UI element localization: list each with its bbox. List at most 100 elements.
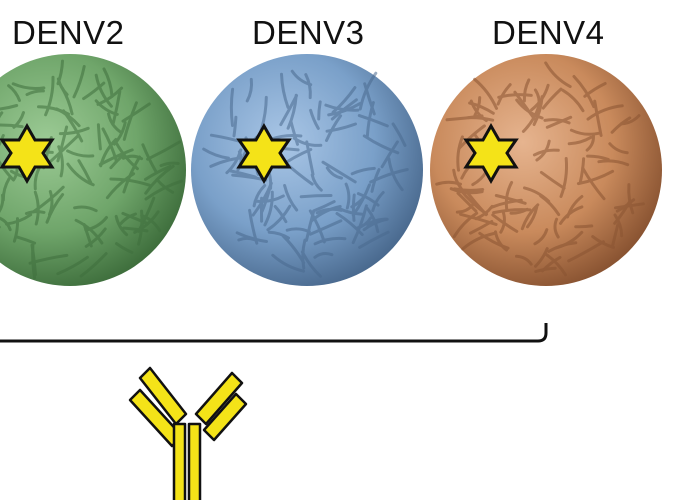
virion-surface-ridge: [84, 227, 107, 248]
virion-surface-ridge: [267, 230, 290, 240]
virion-surface-ridge: [494, 194, 527, 205]
virion-surface-ridge: [491, 213, 519, 233]
virion-surface-ridge: [107, 112, 123, 134]
virion-surface-ridge: [327, 101, 362, 117]
virion-surface-ridge: [56, 255, 89, 276]
virion-surface-ridge: [593, 99, 603, 137]
virion-surface-ridge: [155, 178, 175, 194]
virion-surface-ridge: [279, 94, 298, 127]
virion-surface-ridge: [301, 238, 307, 270]
virion-surface-ridge: [608, 142, 629, 155]
virion-surface-ridge: [310, 173, 323, 192]
epitope-star-icon: [463, 122, 519, 185]
virion-surface-ridge: [73, 205, 98, 213]
virion-surface-ridge: [335, 212, 364, 236]
virion-surface-ridge: [614, 202, 645, 210]
virion-surface-ridge: [435, 180, 462, 186]
virion-surface-ridge: [586, 104, 624, 121]
virion-surface-ridge: [144, 179, 183, 201]
virion-surface-ridge: [292, 136, 323, 147]
virion-surface-ridge: [325, 114, 343, 142]
virion-surface-ridge: [455, 203, 474, 214]
virion-surface-ridge: [0, 111, 4, 119]
virion-surface-ridge: [387, 157, 404, 192]
virion-surface-ridge: [351, 204, 368, 245]
virion-surface-ridge: [266, 204, 292, 232]
virion-surface-ridge: [56, 125, 69, 163]
virion-surface-ridge: [280, 72, 290, 109]
virion-surface-ridge: [513, 90, 536, 121]
virion-surface-ridge: [351, 193, 356, 222]
virion-surface-ridge: [336, 206, 364, 216]
virion-surface-ridge: [94, 99, 119, 116]
virion-surface-ridge: [559, 157, 569, 198]
virion-surface-ridge: [554, 230, 584, 250]
virion-surface-ridge: [358, 71, 378, 111]
virion-surface-ridge: [597, 159, 630, 167]
virion-surface-ridge: [144, 164, 175, 195]
virion-surface-ridge: [121, 211, 148, 225]
virion-surface-ridge: [66, 162, 95, 187]
virion-surface-ridge: [586, 154, 610, 161]
virion-surface-ridge: [585, 132, 595, 152]
virion-surface-ridge: [610, 116, 632, 134]
virion-surface-ridge: [15, 235, 37, 245]
virion-surface-ridge: [613, 213, 624, 238]
virion-surface-ridge: [96, 123, 102, 151]
virion-surface-ridge: [304, 73, 312, 100]
virion-surface-ridge: [25, 89, 45, 97]
virion-surface-ridge: [37, 105, 70, 116]
virion-surface-ridge: [58, 126, 90, 136]
virion-surface-ridge: [569, 128, 601, 136]
virion-surface-ridge: [0, 134, 5, 147]
virion-surface-ridge: [0, 123, 24, 129]
virion-surface-ridge: [96, 86, 124, 106]
virion-surface-ridge: [458, 187, 489, 216]
virion-surface-ridge: [313, 252, 334, 259]
virion-surface-ridge: [202, 147, 230, 160]
virion-surface-ridge: [561, 88, 585, 113]
virion-surface-ridge: [515, 98, 544, 120]
virion-surface-ridge: [121, 102, 151, 123]
virion-surface-ridge: [229, 87, 235, 127]
virion-surface-ridge: [122, 101, 138, 141]
virion-surface-ridge: [461, 232, 496, 251]
virion-surface-ridge: [521, 104, 541, 133]
virion-surface-ridge: [144, 164, 172, 181]
virion-surface-ridge: [77, 159, 93, 184]
virion-surface-ridge: [567, 240, 605, 263]
virion-surface-ridge: [567, 135, 593, 146]
virion-surface-ridge: [84, 216, 108, 232]
virion-surface-ridge: [102, 67, 114, 98]
virion-surface-ridge: [114, 214, 129, 237]
virion-surface-ridge: [0, 193, 5, 213]
virion-surface-ridge: [541, 255, 562, 273]
virion-surface-ridge: [115, 242, 134, 254]
virion-surface-ridge: [534, 247, 549, 268]
virion-surface-ridge: [109, 177, 151, 187]
virion-surface-ridge: [283, 184, 299, 212]
virion-surface-ridge: [32, 185, 65, 214]
virion-surface-ridge: [133, 210, 160, 234]
virion-surface-ridge: [299, 194, 333, 199]
virion-surface-ridge: [137, 209, 144, 246]
virion-surface-ridge: [305, 210, 315, 242]
virion-surface-ridge: [122, 226, 149, 233]
virion-surface-ridge: [141, 143, 158, 173]
virion-surface-ridge: [111, 90, 122, 125]
virion-surface-ridge: [543, 252, 567, 277]
virion-surface-ridge: [331, 86, 357, 114]
virion-surface-ridge: [490, 198, 523, 209]
virion-surface-ridge: [350, 166, 376, 176]
virion-surface-ridge: [66, 149, 95, 158]
virion-surface-ridge: [94, 73, 113, 108]
grouping-bracket: [0, 323, 548, 343]
virion-surface-ridge: [539, 194, 561, 217]
virion-surface-ridge: [358, 230, 390, 249]
virion-surface-ridge: [365, 206, 380, 234]
virion-surface-ridge: [553, 217, 560, 239]
virion-surface-ridge: [473, 96, 482, 117]
virion-surface-ridge: [237, 236, 257, 242]
virion-surface-ridge: [357, 114, 389, 128]
virion-surface-ridge: [380, 140, 399, 169]
